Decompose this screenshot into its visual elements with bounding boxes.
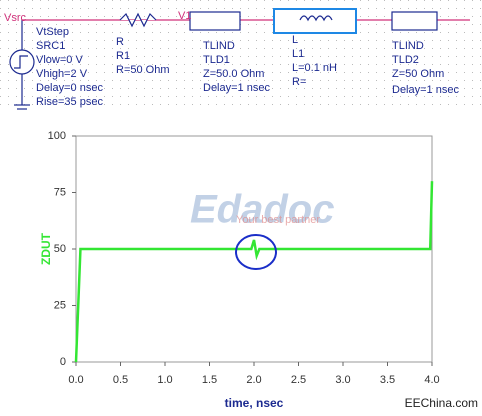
schematic: [9, 8, 470, 110]
comp-param: Z=50 Ohm: [392, 68, 444, 80]
inductor-symbol: [299, 15, 333, 22]
resistor-symbol: [119, 12, 157, 28]
y-tick-label: 100: [48, 130, 66, 142]
inductor-highlight: [273, 8, 357, 34]
highlight-circle: [235, 234, 277, 270]
comp-param: Delay=1 nsec: [203, 82, 270, 94]
y-tick-label: 0: [60, 356, 66, 368]
comp-type: TLIND: [392, 40, 424, 52]
comp-param: Vhigh=2 V: [36, 68, 88, 80]
comp-name: SRC1: [36, 40, 65, 52]
comp-type: VtStep: [36, 26, 69, 38]
x-tick-label: 2.0: [246, 374, 261, 386]
comp-name: L1: [292, 48, 304, 60]
x-tick-label: 0.0: [68, 374, 83, 386]
x-tick-label: 2.5: [291, 374, 306, 386]
x-tick-label: 4.0: [424, 374, 439, 386]
comp-name: TLD2: [392, 54, 419, 66]
x-tick-label: 1.0: [157, 374, 172, 386]
node-label: Vsrc: [4, 12, 27, 24]
comp-type: R: [116, 36, 124, 48]
watermark-tagline: Your best partner: [236, 214, 320, 226]
comp-name: R1: [116, 50, 130, 62]
x-tick-label: 1.5: [202, 374, 217, 386]
node-label: V1: [178, 10, 191, 22]
tline2-symbol: [391, 11, 438, 31]
comp-param: Rise=35 psec: [36, 96, 103, 108]
x-tick-label: 3.0: [335, 374, 350, 386]
comp-type: TLIND: [203, 40, 235, 52]
data-line: [74, 181, 434, 363]
x-axis-label: time, nsec: [225, 396, 284, 410]
y-axis-label: ZDUT: [39, 232, 53, 265]
comp-name: TLD1: [203, 54, 230, 66]
comp-param: R=: [292, 76, 306, 88]
y-tick-label: 75: [54, 186, 66, 198]
chart: 0 25 50 75 100 0.0 0.5 1.0 1.5 2.0 2.5 3.0 3.5 4.0 tim…: [39, 130, 439, 410]
comp-param: Z=50.0 Ohm: [203, 68, 264, 80]
y-tick-label: 50: [54, 243, 66, 255]
comp-param: Delay=0 nsec: [36, 82, 103, 94]
step-symbol: [14, 55, 28, 69]
y-tick-label: 25: [54, 299, 66, 311]
comp-param: R=50 Ohm: [116, 64, 170, 76]
comp-type: L: [292, 34, 298, 46]
comp-param: L=0.1 nH: [292, 62, 337, 74]
site-watermark: EEChina.com: [405, 396, 478, 410]
source-symbol: [9, 49, 35, 75]
comp-param: Vlow=0 V: [36, 54, 83, 66]
comp-param: Delay=1 nsec: [392, 84, 459, 96]
watermark-logo: Edadoc: [190, 188, 334, 232]
x-tick-label: 0.5: [113, 374, 128, 386]
tline1-symbol: [189, 11, 241, 31]
x-tick-label: 3.5: [380, 374, 395, 386]
